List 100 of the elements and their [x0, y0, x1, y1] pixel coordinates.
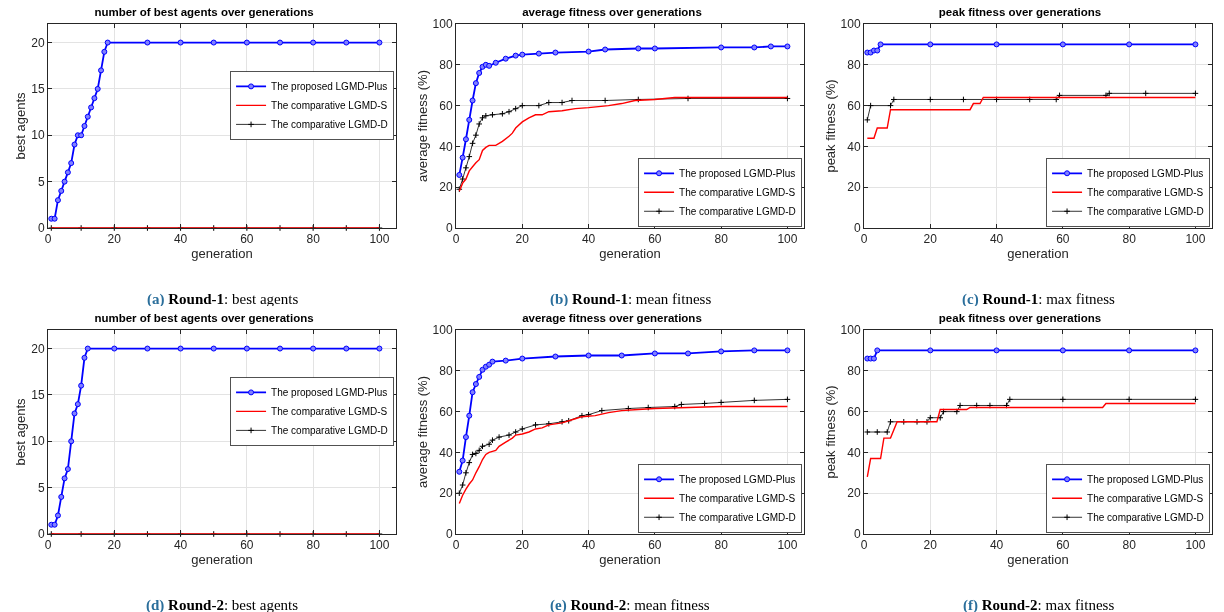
point: [64, 169, 71, 176]
y-tick-label: 40: [847, 445, 861, 460]
point: [81, 354, 88, 361]
y-tick-label: 20: [31, 341, 45, 356]
y-tick-label: 0: [445, 527, 453, 542]
x-tick-label: 40: [989, 232, 1004, 247]
x-tick-label: 80: [1122, 538, 1137, 553]
point: [68, 438, 75, 445]
y-tick-label: 60: [847, 404, 861, 419]
x-tick-label: 80: [714, 538, 729, 553]
point: [499, 110, 506, 118]
chart-title: number of best agents over generations: [94, 5, 314, 18]
point: [475, 447, 483, 454]
point: [1192, 347, 1199, 354]
point: [545, 99, 553, 106]
x-tick-label: 100: [777, 232, 798, 247]
y-axis-title: peak fitness (%): [822, 385, 838, 479]
point: [479, 442, 486, 450]
point: [78, 132, 85, 139]
chart-title: average fitness over generations: [522, 311, 702, 324]
point: [466, 412, 473, 419]
x-tick-label: 100: [777, 538, 798, 553]
legend-label: The comparative LGMD-D: [271, 119, 388, 131]
point: [210, 345, 217, 352]
point: [462, 434, 469, 441]
point: [751, 347, 758, 354]
point: [465, 153, 473, 160]
x-tick-label: 40: [173, 538, 188, 553]
chart-title: number of best agents over generations: [94, 311, 314, 324]
y-tick-label: 100: [432, 17, 453, 32]
point: [519, 355, 526, 362]
point: [877, 41, 884, 48]
x-tick-label: 20: [923, 232, 938, 247]
point: [144, 345, 151, 352]
point: [767, 43, 774, 50]
x-axis-title: generation: [599, 246, 661, 262]
point: [68, 160, 75, 167]
line-series: [866, 96, 1197, 139]
point: [784, 347, 791, 354]
point: [568, 97, 576, 104]
point: [58, 493, 65, 500]
y-tick-label: 20: [847, 486, 861, 501]
y-tick-label: 0: [853, 221, 861, 236]
point: [552, 49, 559, 56]
y-tick-label: 80: [847, 364, 861, 378]
x-tick-label: 100: [1185, 538, 1206, 553]
point: [61, 475, 68, 482]
y-tick-label: 40: [439, 139, 453, 154]
point: [1059, 396, 1067, 403]
y-tick-label: 80: [439, 364, 453, 378]
y-axis-title: best agents: [13, 397, 29, 466]
point: [310, 345, 317, 352]
point: [472, 450, 480, 457]
point: [456, 468, 463, 475]
point: [91, 95, 98, 102]
x-tick-label: 60: [240, 538, 254, 553]
legend-label: The proposed LGMD-Plus: [679, 168, 796, 180]
point: [874, 47, 881, 54]
point: [585, 48, 592, 55]
legend-label: The comparative LGMD-S: [271, 406, 388, 418]
y-tick-label: 10: [31, 128, 45, 143]
point: [502, 55, 509, 62]
point: [512, 52, 519, 59]
chart-title: average fitness over generations: [522, 5, 702, 18]
legend-label: The comparative LGMD-D: [271, 425, 388, 437]
point: [552, 353, 559, 360]
y-tick-label: 60: [847, 98, 861, 113]
point: [489, 358, 496, 365]
y-tick-label: 60: [439, 98, 453, 113]
point: [459, 175, 466, 183]
point: [243, 345, 250, 352]
point: [58, 187, 65, 194]
point: [465, 459, 473, 466]
point: [890, 96, 898, 103]
point: [84, 345, 91, 352]
point: [475, 120, 483, 128]
x-tick-label: 80: [714, 232, 729, 247]
point: [717, 399, 725, 406]
x-tick-label: 60: [1056, 538, 1070, 553]
point: [64, 466, 71, 473]
x-tick-label: 20: [515, 232, 530, 247]
legend-label: The comparative LGMD-S: [679, 493, 796, 505]
point: [751, 44, 758, 51]
point: [585, 352, 592, 359]
point: [310, 39, 317, 46]
point: [651, 45, 658, 52]
point: [469, 389, 476, 396]
point: [1126, 347, 1133, 354]
point: [602, 46, 609, 53]
point: [532, 421, 539, 429]
point: [993, 347, 1000, 354]
point: [519, 51, 526, 58]
point: [277, 345, 283, 352]
point: [479, 114, 486, 122]
x-tick-label: 60: [648, 538, 662, 553]
point: [111, 345, 118, 352]
point: [466, 116, 473, 123]
point: [177, 39, 184, 46]
point: [874, 347, 881, 354]
x-tick-label: 40: [989, 538, 1004, 553]
